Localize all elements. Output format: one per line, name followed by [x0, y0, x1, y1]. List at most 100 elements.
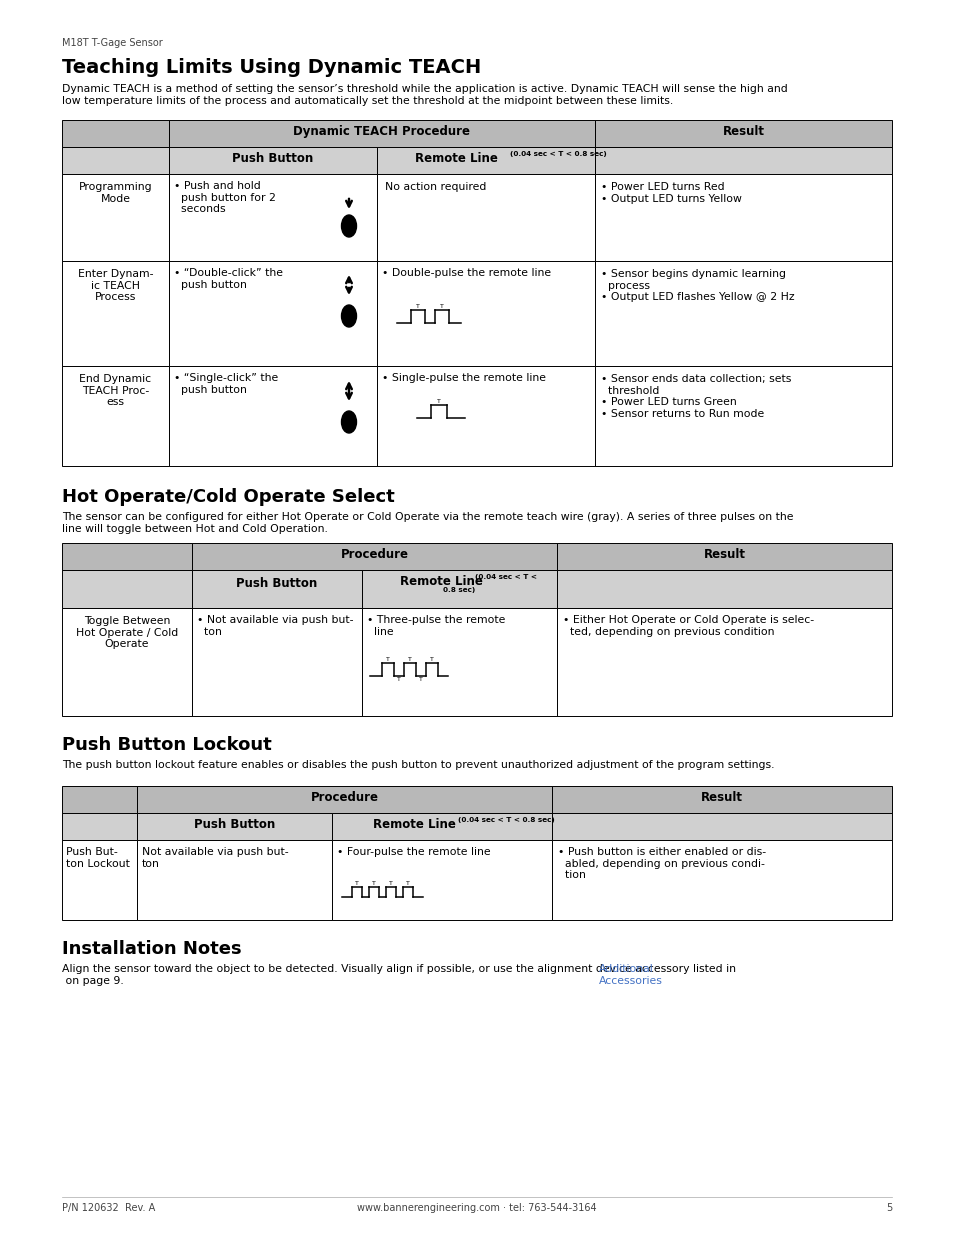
Text: • “Double-click” the
  push button: • “Double-click” the push button — [173, 268, 283, 289]
Text: T: T — [389, 881, 393, 885]
Text: www.bannerengineering.com · tel: 763-544-3164: www.bannerengineering.com · tel: 763-544… — [356, 1203, 597, 1213]
Text: Teaching Limits Using Dynamic TEACH: Teaching Limits Using Dynamic TEACH — [62, 58, 480, 77]
Bar — [62, 813, 137, 840]
Text: Not available via push but-
ton: Not available via push but- ton — [142, 847, 289, 868]
Bar — [192, 543, 557, 571]
Text: Procedure: Procedure — [340, 548, 408, 561]
Text: T: T — [430, 657, 434, 662]
Text: Enter Dynam-
ic TEACH
Process: Enter Dynam- ic TEACH Process — [77, 269, 153, 303]
Text: Procedure: Procedure — [310, 790, 378, 804]
Bar — [595, 120, 891, 147]
Text: Result: Result — [721, 125, 763, 138]
Text: Result: Result — [702, 548, 744, 561]
Bar — [376, 174, 595, 261]
Text: Push Button: Push Button — [193, 818, 274, 831]
Bar — [552, 785, 891, 813]
Text: 0.8 sec): 0.8 sec) — [443, 587, 476, 593]
Text: T: T — [396, 677, 400, 682]
Text: T: T — [439, 304, 443, 309]
Bar — [62, 174, 169, 261]
Text: T: T — [408, 657, 412, 662]
Text: • Either Hot Operate or Cold Operate is selec-
  ted, depending on previous cond: • Either Hot Operate or Cold Operate is … — [562, 615, 813, 636]
Bar — [137, 813, 332, 840]
Text: • Sensor begins dynamic learning
  process
• Output LED flashes Yellow @ 2 Hz: • Sensor begins dynamic learning process… — [600, 269, 794, 303]
Text: T: T — [418, 677, 422, 682]
Text: Hot Operate/Cold Operate Select: Hot Operate/Cold Operate Select — [62, 488, 395, 506]
Bar — [169, 174, 376, 261]
Bar — [62, 571, 192, 608]
Text: • Three-pulse the remote
  line: • Three-pulse the remote line — [367, 615, 505, 636]
Bar — [557, 571, 891, 608]
Text: Align the sensor toward the object to be detected. Visually align if possible, o: Align the sensor toward the object to be… — [62, 965, 739, 974]
Text: Programming
Mode: Programming Mode — [78, 182, 152, 204]
Bar — [332, 840, 552, 920]
Text: • Sensor ends data collection; sets
  threshold
• Power LED turns Green
• Sensor: • Sensor ends data collection; sets thre… — [600, 374, 791, 419]
Text: Remote Line: Remote Line — [373, 818, 455, 831]
Text: • Power LED turns Red
• Output LED turns Yellow: • Power LED turns Red • Output LED turns… — [600, 182, 741, 204]
Text: M18T T-Gage Sensor: M18T T-Gage Sensor — [62, 38, 163, 48]
Text: Remote Line: Remote Line — [399, 576, 482, 588]
Bar — [595, 174, 891, 261]
Bar — [62, 785, 137, 813]
Text: Push But-
ton Lockout: Push But- ton Lockout — [66, 847, 130, 868]
Bar — [169, 261, 376, 366]
Bar — [62, 147, 169, 174]
Text: Push Button Lockout: Push Button Lockout — [62, 736, 272, 755]
Bar — [62, 840, 137, 920]
Bar — [557, 608, 891, 716]
Text: (0.04 sec < T < 0.8 sec): (0.04 sec < T < 0.8 sec) — [457, 818, 554, 823]
Bar — [361, 608, 557, 716]
Text: End Dynamic
TEACH Proc-
ess: End Dynamic TEACH Proc- ess — [79, 374, 152, 408]
Bar — [62, 608, 192, 716]
Bar — [552, 813, 891, 840]
Text: on page 9.: on page 9. — [62, 976, 124, 986]
Bar — [137, 840, 332, 920]
Bar — [62, 543, 192, 571]
Bar — [557, 543, 891, 571]
Ellipse shape — [341, 305, 356, 327]
Text: Dynamic TEACH Procedure: Dynamic TEACH Procedure — [294, 125, 470, 138]
Text: No action required: No action required — [385, 182, 486, 191]
Bar — [169, 120, 595, 147]
Text: The push button lockout feature enables or disables the push button to prevent u: The push button lockout feature enables … — [62, 760, 774, 769]
Text: • Not available via push but-
  ton: • Not available via push but- ton — [196, 615, 354, 636]
Text: Additional
Accessories: Additional Accessories — [598, 965, 662, 986]
Text: T: T — [436, 399, 440, 404]
Bar — [62, 366, 169, 466]
Bar — [376, 366, 595, 466]
Text: 5: 5 — [884, 1203, 891, 1213]
Text: (0.04 sec < T <: (0.04 sec < T < — [475, 574, 537, 580]
Bar — [169, 366, 376, 466]
Text: P/N 120632  Rev. A: P/N 120632 Rev. A — [62, 1203, 155, 1213]
Text: • Push button is either enabled or dis-
  abled, depending on previous condi-
  : • Push button is either enabled or dis- … — [558, 847, 765, 881]
Text: T: T — [406, 881, 410, 885]
Bar — [137, 785, 552, 813]
Bar — [169, 147, 376, 174]
Bar — [192, 571, 361, 608]
Text: • Single-pulse the remote line: • Single-pulse the remote line — [381, 373, 545, 383]
Text: Push Button: Push Button — [236, 577, 317, 590]
Text: • “Single-click” the
  push button: • “Single-click” the push button — [173, 373, 278, 395]
Text: Result: Result — [700, 790, 742, 804]
Text: T: T — [372, 881, 375, 885]
Text: (0.04 sec < T < 0.8 sec): (0.04 sec < T < 0.8 sec) — [510, 151, 606, 157]
Bar — [595, 366, 891, 466]
Text: • Push and hold
  push button for 2
  seconds: • Push and hold push button for 2 second… — [173, 182, 275, 214]
Text: Push Button: Push Button — [233, 152, 314, 165]
Text: Remote Line: Remote Line — [415, 152, 497, 165]
Text: The sensor can be configured for either Hot Operate or Cold Operate via the remo: The sensor can be configured for either … — [62, 513, 793, 534]
Ellipse shape — [341, 215, 356, 237]
Text: T: T — [416, 304, 419, 309]
Text: Dynamic TEACH is a method of setting the sensor’s threshold while the applicatio: Dynamic TEACH is a method of setting the… — [62, 84, 787, 106]
Bar — [332, 813, 552, 840]
Bar — [595, 147, 891, 174]
Bar — [595, 261, 891, 366]
Text: • Four-pulse the remote line: • Four-pulse the remote line — [336, 847, 490, 857]
Bar — [192, 608, 361, 716]
Bar — [552, 840, 891, 920]
Bar — [376, 147, 595, 174]
Text: T: T — [386, 657, 390, 662]
Bar — [361, 571, 557, 608]
Text: Installation Notes: Installation Notes — [62, 940, 241, 958]
Ellipse shape — [341, 411, 356, 433]
